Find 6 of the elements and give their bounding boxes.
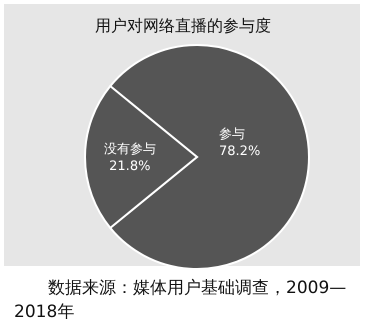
slice-label: 参与 <box>219 127 245 142</box>
source-note: 数据来源：媒体用户基础调查，2009—2018年 <box>14 277 348 324</box>
slice-label: 没有参与 <box>104 142 156 157</box>
chart-title: 用户对网络直播的参与度 <box>94 16 272 37</box>
data-label: 21.8% <box>109 159 150 174</box>
data-label: 78.2% <box>219 144 260 159</box>
